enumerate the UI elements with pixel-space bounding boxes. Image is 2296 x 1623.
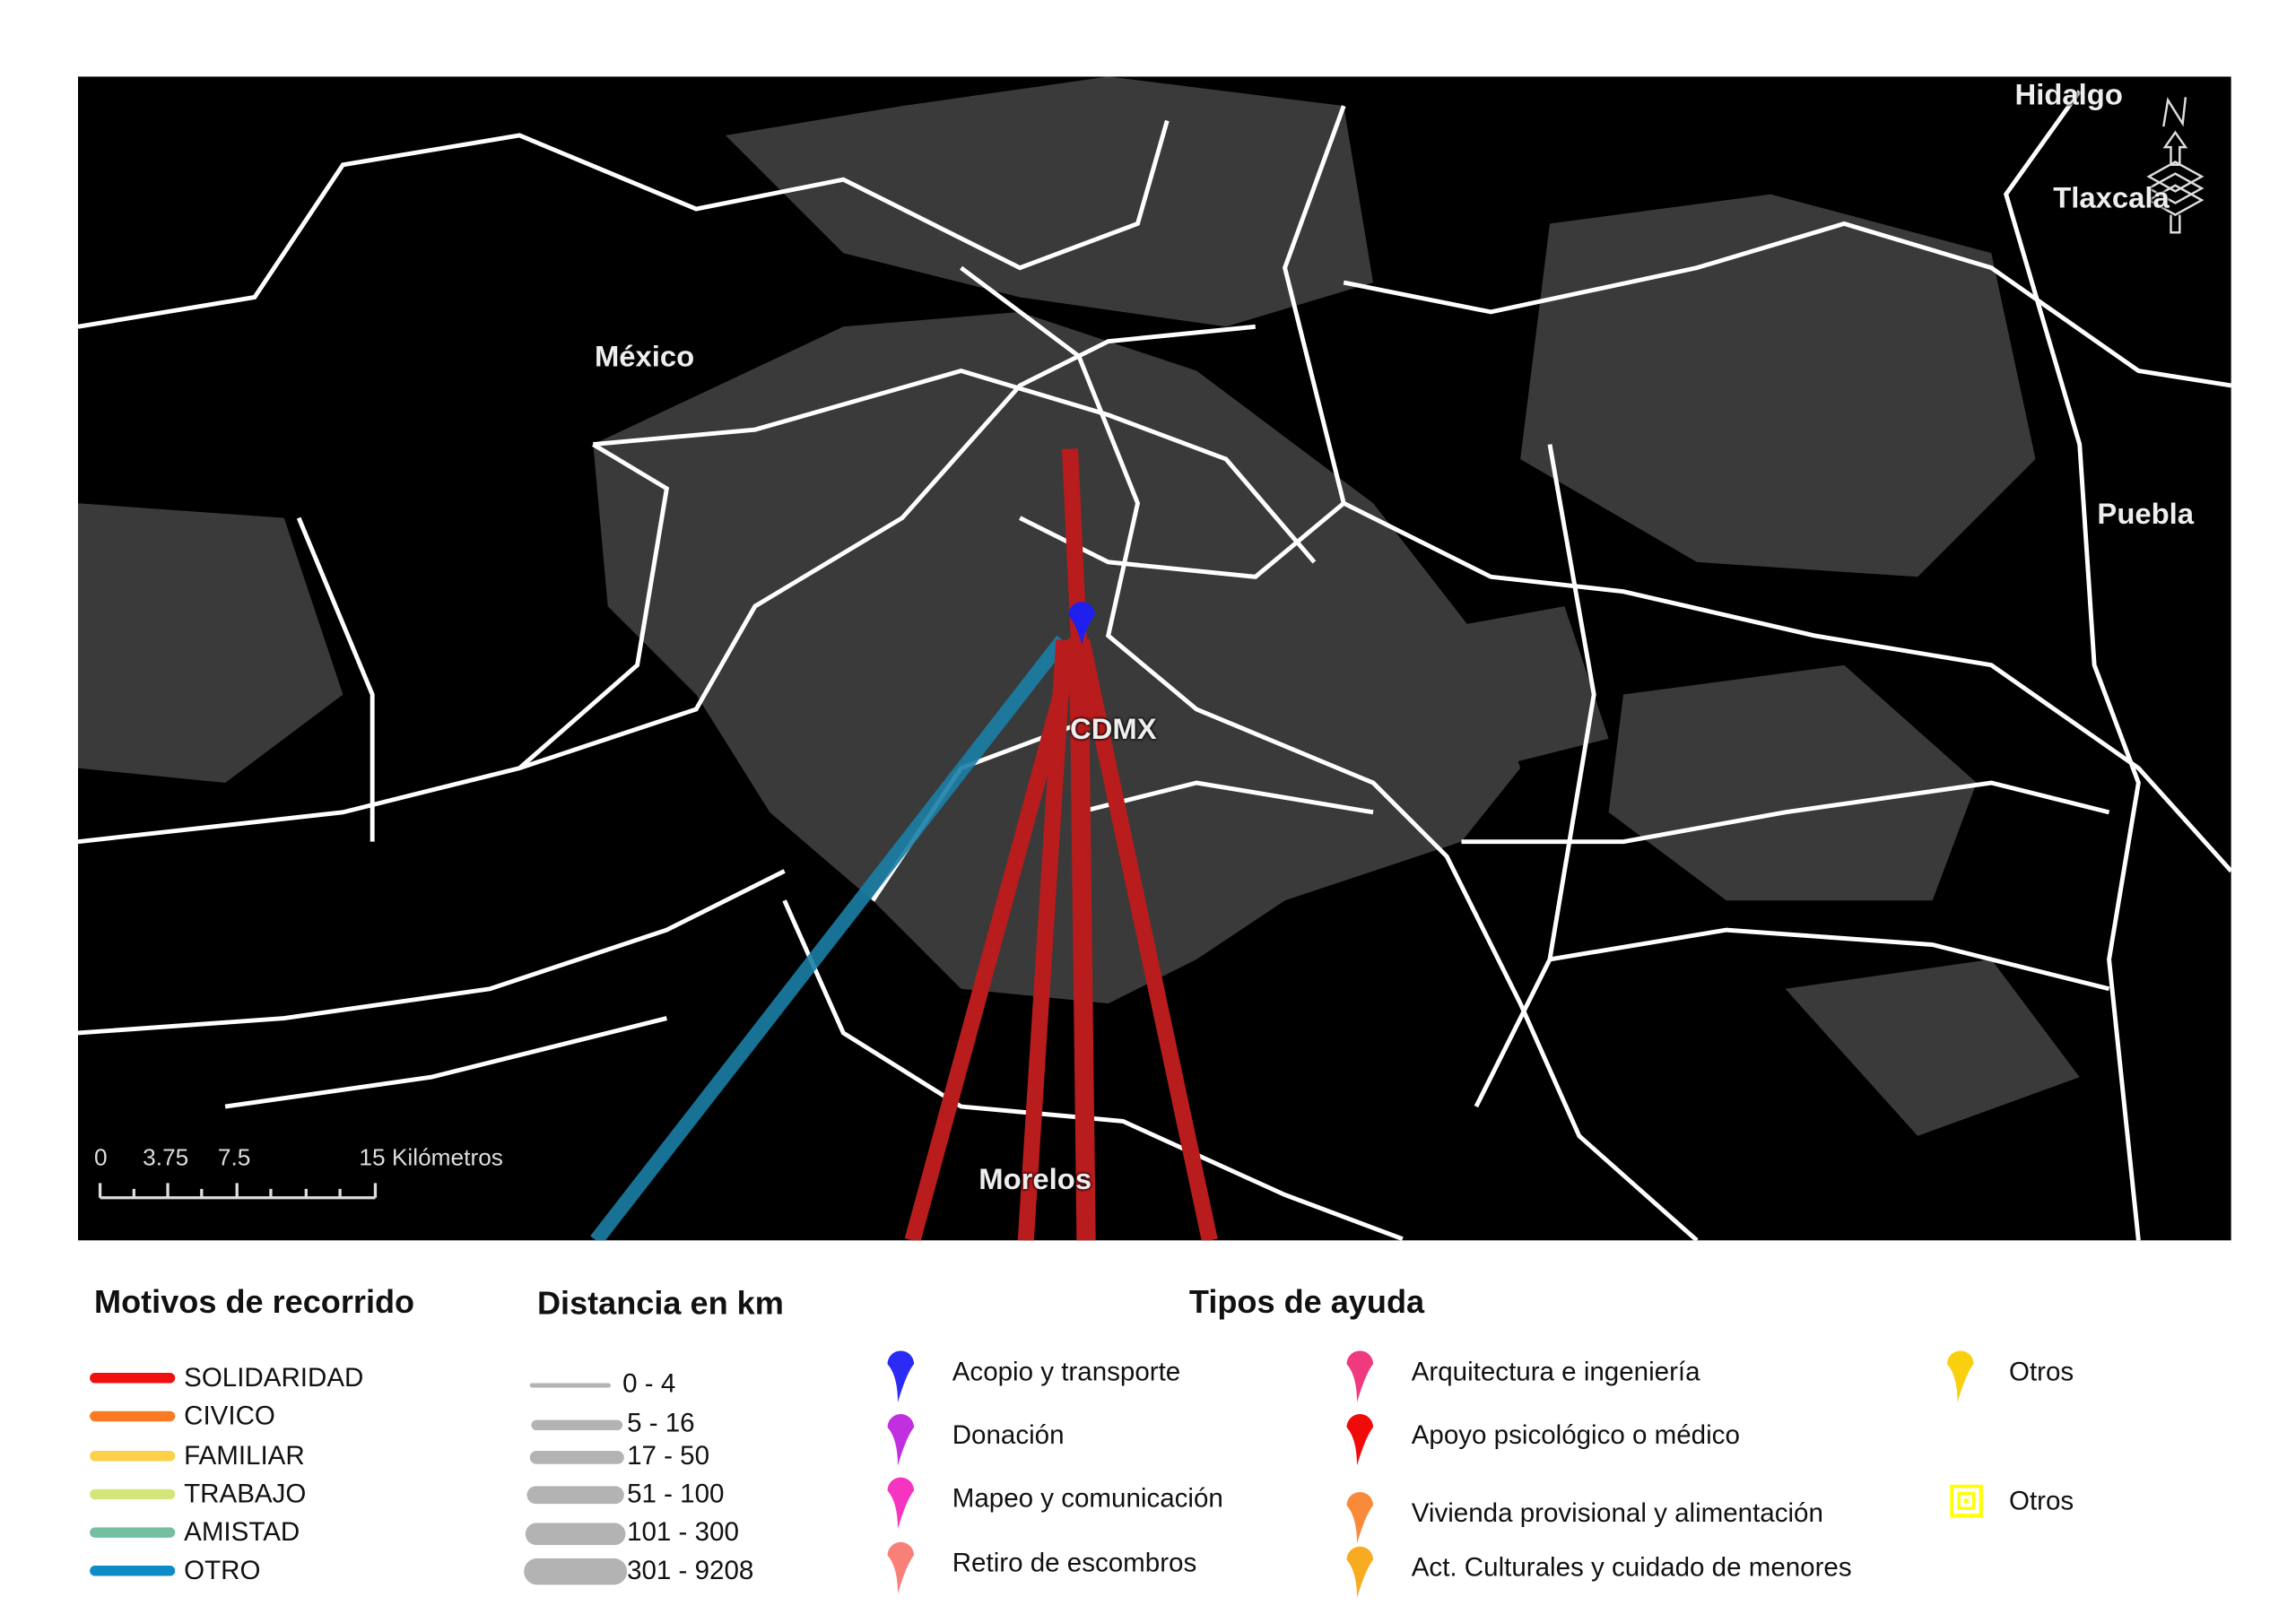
legend-label: 301 - 9208 xyxy=(627,1555,754,1585)
legend-label: Donación xyxy=(952,1419,1065,1450)
map-frame: México Hidalgo Tlaxcala Puebla CDMX More… xyxy=(77,76,2233,1245)
legend-label: Act. Culturales y cuidado de menores xyxy=(1411,1552,1852,1583)
legend-width-swatch xyxy=(529,1382,612,1387)
legend-label: Otros xyxy=(2008,1486,2074,1516)
scale-tick: 7.5 xyxy=(217,1146,251,1172)
label-cdmx: CDMX xyxy=(1070,713,1157,746)
label-morelos: Morelos xyxy=(978,1164,1092,1197)
north-arrow-icon xyxy=(2146,97,2205,234)
legend-label: 0 - 4 xyxy=(622,1368,676,1398)
scale-tick: 3.75 xyxy=(143,1146,189,1172)
line-solidaridad xyxy=(1069,639,1096,1241)
legend-width-swatch xyxy=(529,1450,624,1463)
legend-label: Apoyo psicológico o médico xyxy=(1411,1419,1740,1450)
legend-title: Motivos de recorrido xyxy=(94,1282,415,1320)
legend-swatch xyxy=(90,1527,176,1538)
legend-width-swatch xyxy=(531,1419,623,1430)
scale-bar xyxy=(98,1183,378,1200)
legend-title: Distancia en km xyxy=(536,1284,784,1322)
map-pin-icon xyxy=(883,1347,916,1402)
legend-label: TRABAJO xyxy=(184,1479,307,1509)
line-otro xyxy=(590,635,1069,1245)
legend-label: SOLIDARIDAD xyxy=(184,1362,364,1393)
scale-tick: 15 Kilómetros xyxy=(359,1146,503,1172)
map-pin-icon xyxy=(1343,1347,1375,1402)
legend-label: Vivienda provisional y alimentación xyxy=(1411,1497,1823,1528)
label-puebla: Puebla xyxy=(2097,499,2195,532)
line-solidaridad xyxy=(1017,639,1073,1241)
legend-label: Acopio y transporte xyxy=(952,1357,1181,1386)
legend-swatch xyxy=(90,1451,176,1462)
label-tlaxcala: Tlaxcala xyxy=(2053,182,2170,215)
label-hidalgo: Hidalgo xyxy=(2014,79,2123,112)
legend-swatch xyxy=(90,1566,176,1576)
legend-width-swatch xyxy=(526,1486,624,1505)
map-pin-icon xyxy=(883,1473,916,1529)
legend-label: 17 - 50 xyxy=(627,1440,710,1471)
map-pin-icon xyxy=(1343,1410,1375,1466)
map-pin-icon xyxy=(1343,1542,1375,1599)
legend-label: 101 - 300 xyxy=(627,1516,739,1547)
legend-label: AMISTAD xyxy=(184,1516,300,1547)
legend-width-swatch xyxy=(525,1522,626,1545)
legend-swatch xyxy=(90,1488,176,1500)
label-mexico: México xyxy=(594,341,695,374)
travel-lines xyxy=(590,448,1218,1245)
map-pin-icon[interactable] xyxy=(1068,602,1095,645)
legend-label: 51 - 100 xyxy=(627,1479,725,1509)
legend-label: Retiro de escombros xyxy=(952,1548,1197,1578)
legend-title: Tipos de ayuda xyxy=(1188,1282,1425,1320)
map-pin-icon xyxy=(1343,1488,1375,1544)
map-pin-icon xyxy=(883,1538,916,1594)
legend-label: CIVICO xyxy=(184,1401,275,1431)
scale-tick: 0 xyxy=(94,1146,108,1172)
legend-label: OTRO xyxy=(184,1555,261,1585)
legend-label: Mapeo y comunicación xyxy=(952,1483,1223,1513)
square-target-icon xyxy=(1949,1484,1983,1518)
map-pin-icon xyxy=(1943,1347,1975,1402)
legend-label: FAMILIAR xyxy=(184,1440,305,1471)
line-solidaridad xyxy=(1074,638,1218,1243)
line-solidaridad xyxy=(904,638,1084,1243)
legend-swatch xyxy=(90,1373,176,1384)
legend-label: Arquitectura e ingeniería xyxy=(1411,1357,1700,1386)
map-pin-icon xyxy=(883,1410,916,1466)
legend-label: 5 - 16 xyxy=(627,1408,695,1438)
map-canvas xyxy=(77,76,2233,1245)
legend-swatch xyxy=(90,1410,176,1422)
legend-width-swatch xyxy=(524,1558,628,1585)
legend-label: Otros xyxy=(2008,1357,2074,1386)
